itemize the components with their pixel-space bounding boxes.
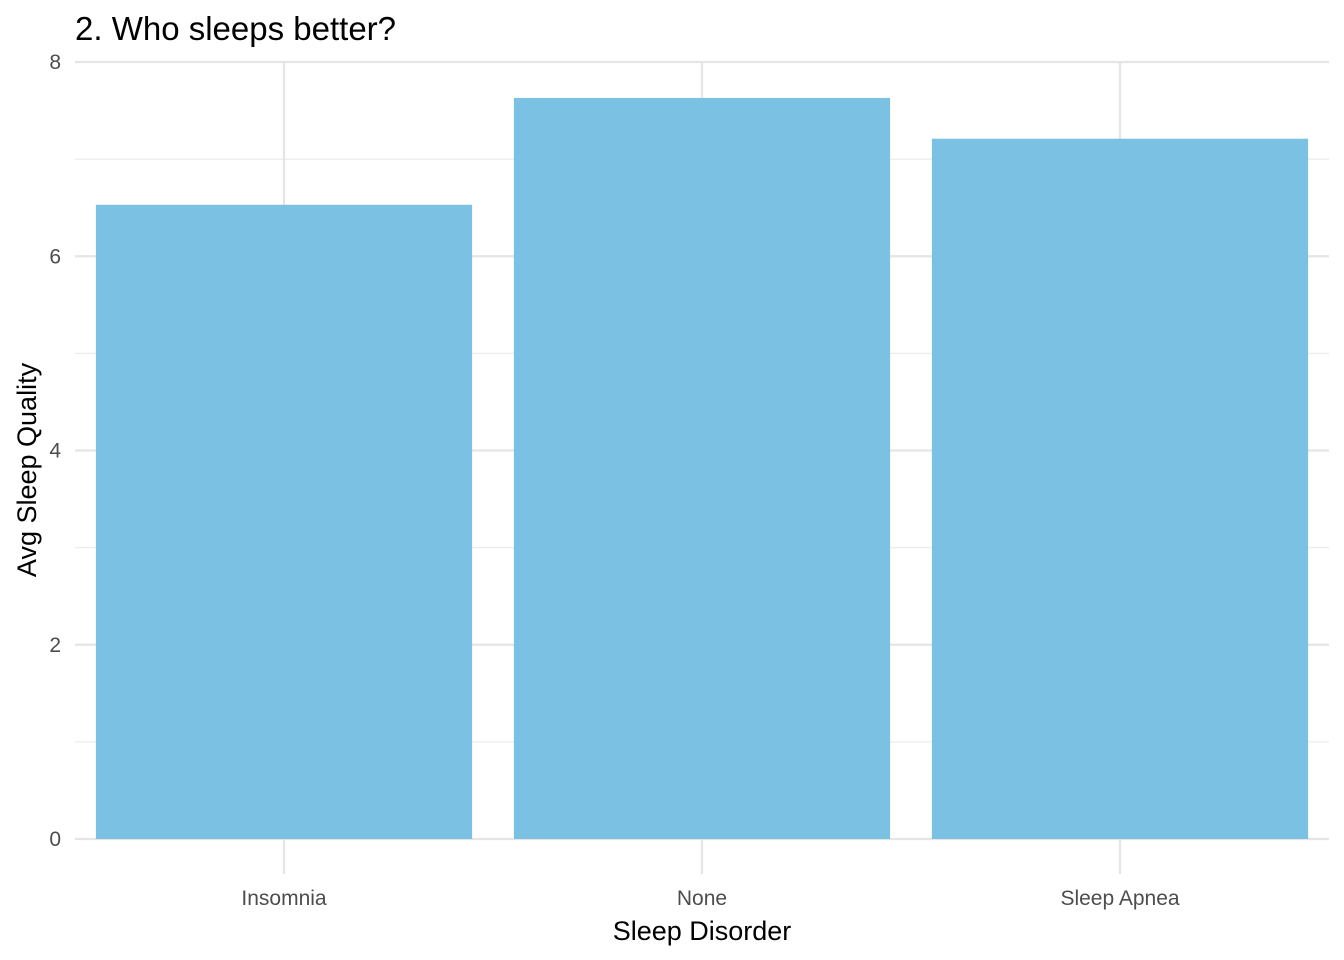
chart-title: 2. Who sleeps better? <box>75 10 396 47</box>
x-tick-label: Sleep Apnea <box>1060 887 1179 910</box>
tick-layer: 0 2 4 6 8 Insomnia None Sleep Apnea <box>49 51 1180 910</box>
bar <box>95 204 473 839</box>
y-tick-label: 0 <box>49 828 61 851</box>
y-tick-label: 8 <box>49 51 61 74</box>
y-tick-label: 2 <box>49 634 61 657</box>
y-axis-title: Avg Sleep Quality <box>12 362 42 577</box>
x-axis-title: Sleep Disorder <box>613 916 792 946</box>
x-tick-label: None <box>677 887 727 910</box>
y-tick-label: 4 <box>49 440 61 463</box>
x-tick-label: Insomnia <box>241 887 327 910</box>
bar <box>931 138 1309 839</box>
bar-layer <box>95 97 1309 839</box>
y-tick-label: 6 <box>49 245 61 268</box>
bar <box>513 97 891 839</box>
